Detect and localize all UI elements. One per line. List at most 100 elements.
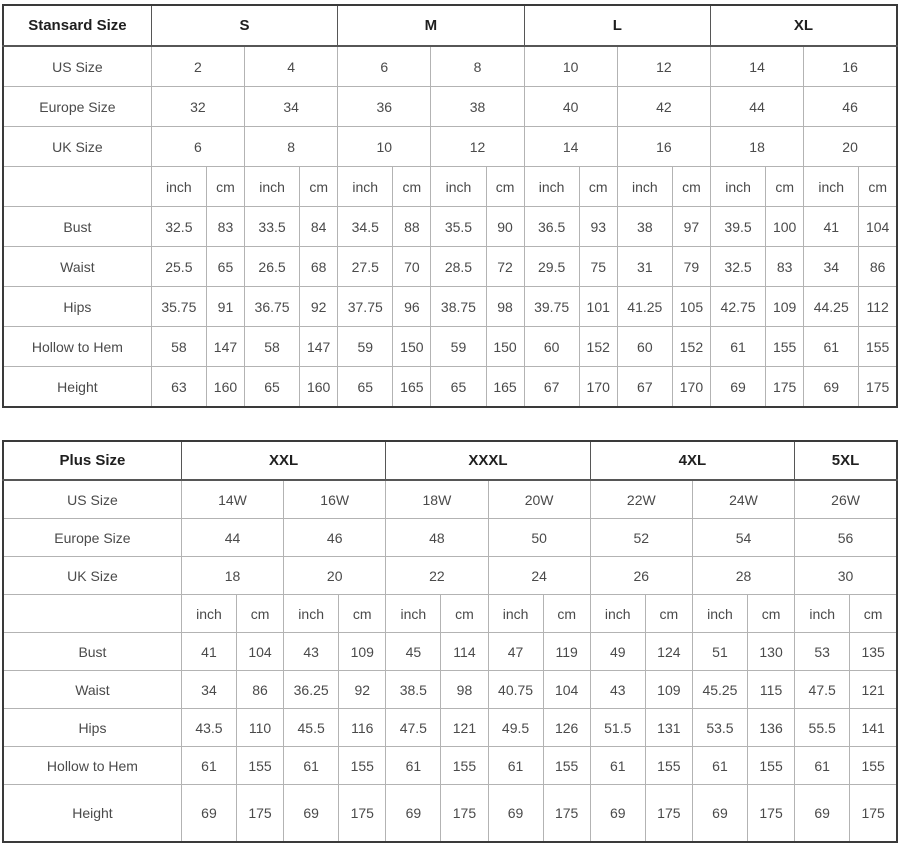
unit-cm-cell: cm bbox=[671, 166, 712, 207]
size-conversion-row: Europe Size 32 34 36 38 40 42 44 46 bbox=[2, 86, 898, 127]
size-group-header-row: Plus Size XXL XXXL 4XL 5XL bbox=[2, 440, 898, 481]
measurement-cell: 35.5 bbox=[430, 206, 487, 247]
measurement-cell: 116 bbox=[338, 708, 387, 747]
measurement-cell: 175 bbox=[765, 366, 805, 408]
size-value-cell: 40 bbox=[523, 86, 618, 127]
measurement-cell: 141 bbox=[849, 708, 898, 747]
measurement-cell: 135 bbox=[849, 632, 898, 671]
size-value-cell: 24 bbox=[487, 556, 591, 595]
measurement-cell: 45.5 bbox=[283, 708, 340, 747]
unit-cm-cell: cm bbox=[644, 594, 693, 633]
measurement-cell: 147 bbox=[299, 326, 339, 367]
size-value-cell: 34 bbox=[243, 86, 339, 127]
size-value-cell: 48 bbox=[385, 518, 489, 557]
size-value-cell: 24W bbox=[691, 479, 796, 519]
size-value-cell: 36 bbox=[337, 86, 432, 127]
measurement-cell: 175 bbox=[235, 784, 285, 843]
row-label-cell: US Size bbox=[2, 479, 182, 519]
measurement-cell: 175 bbox=[440, 784, 489, 843]
measurement-cell: 29.5 bbox=[523, 246, 580, 287]
size-value-cell: 52 bbox=[589, 518, 693, 557]
size-value-cell: 18 bbox=[180, 556, 285, 595]
measurement-cell: 38.75 bbox=[430, 286, 487, 327]
measurement-cell: 131 bbox=[644, 708, 693, 747]
measurement-cell: 83 bbox=[205, 206, 246, 247]
measurement-cell: 51.5 bbox=[589, 708, 646, 747]
row-label-cell: Europe Size bbox=[2, 518, 182, 557]
size-group-header-row: Stansard Size S M L XL bbox=[2, 4, 898, 47]
row-label-cell: Bust bbox=[2, 632, 182, 671]
measurement-cell: 69 bbox=[283, 784, 340, 843]
measurement-row: Hollow to Hem 61 155 61 155 61 155 61 155 61 155 61… bbox=[2, 746, 898, 785]
measurement-cell: 61 bbox=[283, 746, 340, 785]
measurement-cell: 152 bbox=[671, 326, 712, 367]
unit-row-spacer-cell bbox=[2, 594, 182, 633]
size-value-cell: 56 bbox=[794, 518, 898, 557]
size-value-cell: 10 bbox=[523, 45, 618, 87]
measurement-cell: 61 bbox=[803, 326, 860, 367]
measurement-cell: 155 bbox=[765, 326, 805, 367]
measurement-cell: 101 bbox=[578, 286, 618, 327]
size-value-cell: 22 bbox=[385, 556, 489, 595]
measurement-cell: 170 bbox=[671, 366, 712, 408]
measurement-cell: 175 bbox=[542, 784, 591, 843]
measurement-cell: 36.75 bbox=[243, 286, 301, 327]
measurement-row: Height 69 175 69 175 69 175 69 175 69 175 69 175 69 17… bbox=[2, 784, 898, 843]
measurement-cell: 39.5 bbox=[709, 206, 767, 247]
measurement-cell: 60 bbox=[616, 326, 673, 367]
plus-size-table: Plus Size XXL XXXL 4XL 5XL US Size 14W 16W 18W 20… bbox=[2, 440, 898, 843]
measurement-cell: 92 bbox=[338, 670, 387, 709]
measurement-cell: 58 bbox=[243, 326, 301, 367]
measurement-cell: 155 bbox=[440, 746, 489, 785]
measurement-cell: 115 bbox=[747, 670, 796, 709]
measurement-cell: 110 bbox=[235, 708, 285, 747]
measurement-cell: 41 bbox=[803, 206, 860, 247]
size-group-cell: 5XL bbox=[794, 440, 898, 481]
measurement-cell: 42.75 bbox=[709, 286, 767, 327]
measurement-cell: 96 bbox=[392, 286, 432, 327]
measurement-cell: 155 bbox=[338, 746, 387, 785]
measurement-cell: 35.75 bbox=[150, 286, 207, 327]
unit-inch-cell: inch bbox=[337, 166, 394, 207]
measurement-cell: 69 bbox=[691, 784, 749, 843]
size-value-cell: 12 bbox=[430, 126, 525, 167]
size-value-cell: 16 bbox=[803, 45, 898, 87]
measurement-cell: 100 bbox=[765, 206, 805, 247]
size-value-cell: 26W bbox=[794, 479, 898, 519]
size-conversion-row: Europe Size 44 46 48 50 52 54 56 bbox=[2, 518, 898, 557]
measurement-cell: 83 bbox=[765, 246, 805, 287]
unit-cm-cell: cm bbox=[392, 166, 432, 207]
measurement-cell: 165 bbox=[392, 366, 432, 408]
measurement-cell: 84 bbox=[299, 206, 339, 247]
size-group-cell: 4XL bbox=[589, 440, 796, 481]
measurement-cell: 67 bbox=[616, 366, 673, 408]
measurement-cell: 98 bbox=[485, 286, 525, 327]
size-group-cell: XL bbox=[710, 4, 898, 47]
measurement-cell: 155 bbox=[849, 746, 898, 785]
measurement-cell: 47.5 bbox=[794, 670, 851, 709]
measurement-cell: 31 bbox=[616, 246, 673, 287]
measurement-cell: 28.5 bbox=[430, 246, 487, 287]
size-value-cell: 18 bbox=[709, 126, 805, 167]
measurement-cell: 92 bbox=[299, 286, 339, 327]
size-group-cell: XXL bbox=[180, 440, 387, 481]
measurement-row: Waist 34 86 36.25 92 38.5 98 40.75 104 43 109 45.25… bbox=[2, 670, 898, 709]
measurement-cell: 130 bbox=[747, 632, 796, 671]
unit-inch-cell: inch bbox=[709, 166, 767, 207]
measurement-cell: 41 bbox=[180, 632, 238, 671]
measurement-cell: 109 bbox=[338, 632, 387, 671]
row-label-cell: US Size bbox=[2, 45, 152, 87]
measurement-cell: 175 bbox=[338, 784, 387, 843]
measurement-cell: 58 bbox=[150, 326, 207, 367]
unit-cm-cell: cm bbox=[858, 166, 898, 207]
size-group-cell: XXXL bbox=[385, 440, 591, 481]
size-value-cell: 28 bbox=[691, 556, 796, 595]
measurement-cell: 105 bbox=[671, 286, 712, 327]
row-label-cell: UK Size bbox=[2, 556, 182, 595]
measurement-cell: 47.5 bbox=[385, 708, 442, 747]
size-value-cell: 14 bbox=[523, 126, 618, 167]
measurement-cell: 175 bbox=[747, 784, 796, 843]
size-value-cell: 16W bbox=[283, 479, 387, 519]
unit-inch-cell: inch bbox=[794, 594, 851, 633]
